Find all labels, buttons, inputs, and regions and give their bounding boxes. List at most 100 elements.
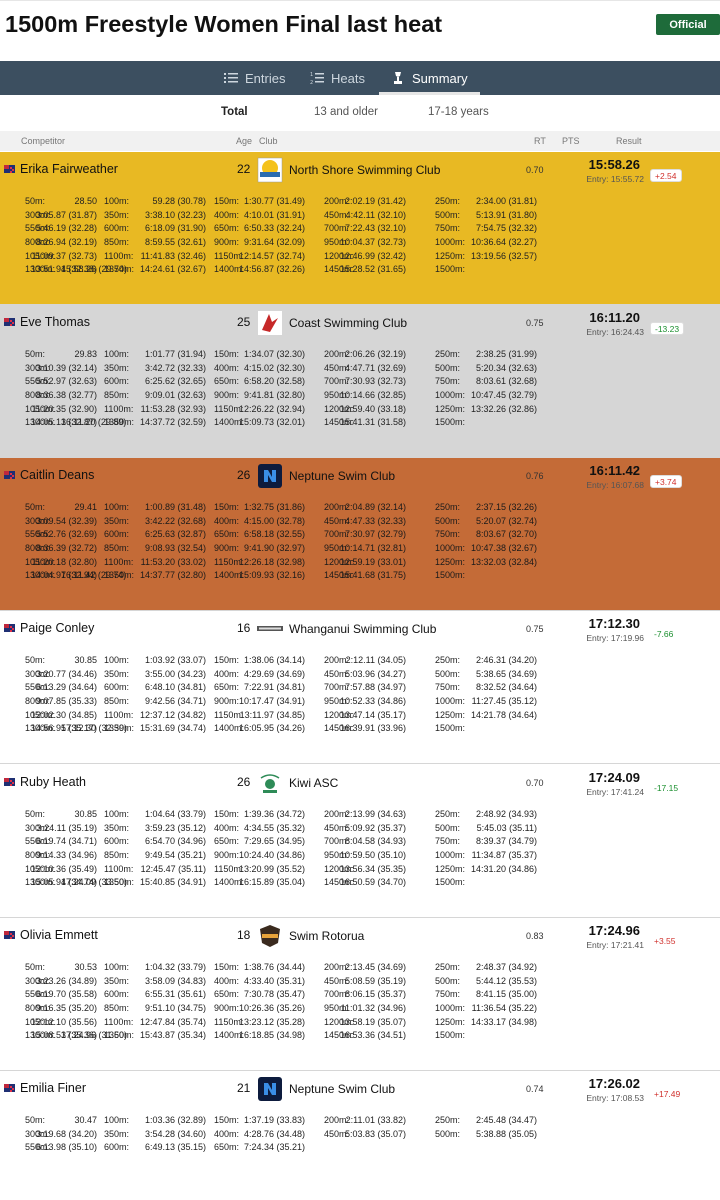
entry-time: Entry: 17:21.41: [586, 940, 644, 950]
split-time: 29.83: [74, 349, 97, 359]
split-time: 4:28.76 (34.48): [243, 1128, 305, 1139]
split-label: 650m:: [214, 223, 240, 234]
competitor-name[interactable]: Emilia Finer: [20, 1081, 86, 1095]
club-name[interactable]: Neptune Swim Club: [289, 1082, 396, 1096]
result-entry[interactable]: Olivia Emmett 18 Swim Rotorua 0.83 17:24.96 E…: [0, 918, 720, 1071]
result-entry[interactable]: Emilia Finer 21 Neptune Swim Club 0.74 17:26…: [0, 1071, 720, 1200]
split-label: 350m:: [104, 668, 130, 679]
split-time: 6:54.70 (34.96): [144, 836, 206, 847]
split-time: 8:39.37 (34.79): [475, 836, 537, 847]
competitor-name[interactable]: Ruby Heath: [20, 775, 87, 789]
split-label: 750m:: [435, 682, 461, 693]
split-label: 250m:: [435, 502, 461, 512]
result-time: 16:11.20: [589, 310, 640, 325]
time-difference: +3.55: [654, 936, 676, 946]
competitor-name[interactable]: Olivia Emmett: [20, 928, 98, 942]
competitor-name[interactable]: Erika Fairweather: [20, 162, 118, 176]
club-name[interactable]: Kiwi ASC: [289, 776, 339, 790]
result-entry[interactable]: Erika Fairweather 22 North Shore Swimming …: [0, 152, 720, 305]
split-label: 500m:: [435, 209, 461, 220]
split-time: 8:04.58 (34.93): [344, 836, 406, 847]
result-entry[interactable]: Caitlin Deans 26 Neptune Swim Club 0.76 16:1…: [0, 458, 720, 611]
split-time: 2:45.48 (34.47): [475, 1115, 537, 1125]
split-time: 1:30.77 (31.49): [243, 196, 305, 206]
age-tab-total[interactable]: Total: [221, 106, 248, 118]
result-entry[interactable]: Paige Conley 16 Whanganui Swimming Club 0.7…: [0, 611, 720, 764]
split-time: 4:47.71 (32.69): [344, 362, 406, 373]
split-label: 900m:: [214, 1003, 240, 1014]
split-label: 900m:: [214, 850, 240, 861]
split-label: 1500m:: [435, 570, 466, 581]
split-time: 13:32.03 (32.84): [470, 556, 537, 567]
club-name[interactable]: Coast Swimming Club: [289, 316, 408, 330]
split-time: 17:24.09 (33.50): [61, 877, 128, 888]
split-row: 1050m: 12:12.10 (35.56) 1100m: 12:47.84 (35…: [0, 1016, 720, 1030]
entry-time: Entry: 17:19.96: [586, 633, 644, 643]
split-label: 250m:: [435, 962, 461, 972]
split-time: 12:26.18 (32.98): [238, 556, 305, 567]
split-label: 600m:: [104, 1142, 130, 1153]
split-label: 50m:: [25, 349, 46, 359]
split-label: 250m:: [435, 349, 461, 359]
split-time: 10:47.45 (32.79): [470, 390, 537, 401]
split-label: 100m:: [104, 962, 130, 972]
club-name[interactable]: Neptune Swim Club: [289, 469, 396, 483]
split-label: 450m:: [324, 668, 350, 679]
split-label: 50m:: [25, 1115, 46, 1125]
split-time: 12:59.40 (33.18): [339, 403, 406, 414]
new-zealand-flag-icon: [4, 624, 15, 632]
split-time: 2:11.01 (33.82): [345, 1115, 406, 1125]
club-name[interactable]: North Shore Swimming Club: [289, 163, 441, 177]
split-time: 7:30.93 (32.73): [344, 376, 406, 387]
split-time: 2:02.19 (31.42): [344, 196, 406, 206]
split-time: 12:12.10 (35.56): [30, 1016, 97, 1027]
split-time: 12:02.30 (34.85): [30, 709, 97, 720]
split-label: 500m:: [435, 515, 461, 526]
split-time: 7:54.75 (32.32): [475, 223, 537, 234]
competitor-name[interactable]: Eve Thomas: [20, 315, 90, 329]
split-time: 3:55.00 (34.23): [144, 668, 206, 679]
split-label: 1300m:: [25, 264, 56, 275]
split-label: 150m:: [214, 196, 240, 206]
club-name[interactable]: Whanganui Swimming Club: [289, 622, 437, 636]
split-time: 6:19.74 (34.71): [35, 836, 97, 847]
split-time: 1:37.19 (33.83): [243, 1115, 305, 1125]
split-label: 1300m:: [25, 723, 56, 734]
split-label: 550m:: [25, 1142, 51, 1153]
result-entry[interactable]: Eve Thomas 25 Coast Swimming Club 0.75 16:11…: [0, 305, 720, 458]
split-time: 2:06.26 (32.19): [344, 349, 406, 359]
tab-entries[interactable]: Entries: [224, 61, 285, 95]
split-label: 150m:: [214, 962, 240, 972]
club-name[interactable]: Swim Rotorua: [289, 929, 365, 943]
split-label: 300m:: [25, 362, 51, 373]
split-label: 1050m:: [25, 1016, 56, 1027]
club-logo-icon: [257, 616, 283, 642]
split-time: 10:14.71 (32.81): [339, 543, 406, 554]
split-time: 5:08.59 (35.19): [344, 975, 406, 986]
split-time: 28.50: [74, 196, 97, 206]
age-tab-13-older[interactable]: 13 and older: [314, 106, 378, 118]
split-time: 1:38.76 (34.44): [243, 962, 305, 972]
result-entry[interactable]: Ruby Heath 26 Kiwi ASC 0.70 17:24.09 Entry: 1…: [0, 765, 720, 918]
split-time: 9:14.33 (34.96): [35, 850, 97, 861]
split-label: 1400m:: [214, 264, 245, 275]
competitor-name[interactable]: Caitlin Deans: [20, 468, 95, 482]
split-row: 50m: 30.47 100m: 1:03.36 (32.89) 150m: 1:37.1…: [0, 1114, 720, 1128]
reaction-time: 0.70: [526, 165, 544, 175]
split-time: 14:24.61 (32.67): [139, 264, 206, 275]
split-label: 450m:: [324, 822, 350, 833]
competitor-name[interactable]: Paige Conley: [20, 621, 95, 635]
age-tab-17-18[interactable]: 17-18 years: [428, 106, 489, 118]
split-time: 15:09.73 (32.01): [238, 417, 305, 428]
split-time: 9:41.90 (32.97): [243, 543, 305, 554]
tab-summary[interactable]: Summary: [379, 61, 480, 95]
split-time: 4:33.40 (35.31): [243, 975, 305, 986]
split-label: 1250m:: [435, 1016, 466, 1027]
split-time: 8:36.39 (32.72): [35, 543, 97, 554]
split-time: 14:37.77 (32.80): [139, 570, 206, 581]
split-time: 15:58.26 (29.74): [61, 264, 128, 275]
reaction-time: 0.75: [526, 318, 544, 328]
split-label: 1150m:: [214, 1016, 244, 1027]
split-label: 300m:: [25, 209, 51, 220]
